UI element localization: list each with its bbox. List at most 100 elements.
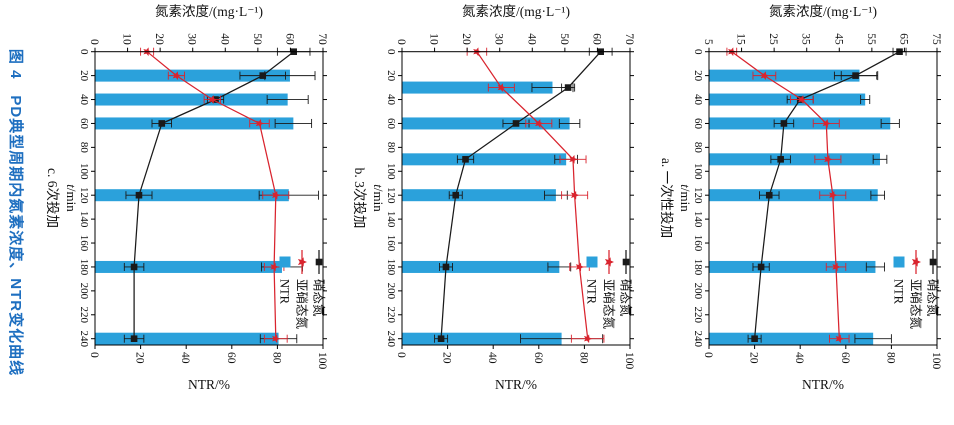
time-tick-label: 180	[78, 259, 90, 276]
legend-label: 亚硝态氮	[295, 279, 310, 330]
axes-box	[401, 51, 631, 346]
time-tick-label: 160	[692, 235, 704, 252]
conc-tick-label: 40	[525, 33, 537, 45]
nitrate-marker	[437, 335, 445, 342]
ntr-tick-label: 40	[179, 352, 191, 364]
ntr-tick-label: 100	[930, 352, 942, 370]
ntr-bar	[402, 117, 570, 130]
conc-axis-title: 氮素浓度/(mg·L⁻¹)	[155, 4, 263, 19]
conc-tick-label: 10	[428, 33, 440, 45]
time-tick-label: 220	[385, 307, 397, 324]
ntr-tick-label: 40	[486, 352, 498, 364]
time-tick-label: 180	[385, 259, 397, 276]
time-tick-label: 80	[78, 142, 90, 154]
ntr-bar	[94, 260, 282, 273]
time-tick-label: 80	[385, 142, 397, 154]
conc-tick-label: 25	[767, 33, 779, 45]
ntr-bars	[401, 81, 604, 345]
axes-box	[94, 51, 324, 346]
panel-label: a. 一次性投加	[659, 158, 674, 238]
nitrite-marker	[829, 190, 838, 200]
legend-label: NTR	[278, 279, 292, 305]
conc-tick-label: 45	[832, 33, 844, 45]
conc-tick-label: 60	[283, 33, 295, 45]
legend-ntr-swatch	[893, 256, 905, 268]
ntr-axis-title: NTR/%	[188, 377, 230, 392]
conc-tick-label: 70	[316, 33, 328, 45]
time-tick-label: 160	[78, 235, 90, 252]
nitrite-marker	[272, 334, 281, 344]
conc-tick-label: 30	[186, 33, 198, 45]
time-tick-label: 240	[78, 330, 90, 347]
conc-axis-title: 氮素浓度/(mg·L⁻¹)	[769, 4, 877, 19]
ntr-tick-label: 60	[839, 352, 851, 364]
nitrite-marker	[824, 154, 833, 164]
conc-axis-title: 氮素浓度/(mg·L⁻¹)	[462, 4, 570, 19]
tick-labels: 5 15 25 35 45 55 65 75 0 20 40 60 80 100 120 140 160 180 2…	[692, 33, 942, 369]
legend-label: NTR	[892, 279, 906, 305]
legend-nitrate-marker	[929, 258, 937, 266]
time-tick-label: 200	[385, 283, 397, 300]
ntr-tick-label: 100	[623, 352, 635, 370]
tick-labels: 0 10 20 30 40 50 60 70 0 20 40 60 80 100 120 140 160 180 2…	[385, 33, 635, 369]
ntr-bar	[402, 81, 553, 94]
time-axis-title: t/min	[64, 184, 79, 212]
time-tick-label: 60	[78, 118, 90, 130]
nitrite-marker	[575, 262, 585, 272]
ntr-axis-title: NTR/%	[495, 377, 537, 392]
time-tick-label: 200	[78, 283, 90, 300]
ntr-tick-label: 0	[702, 352, 714, 358]
ntr-bar	[95, 332, 279, 345]
time-tick-label: 220	[78, 307, 90, 324]
time-tick-label: 140	[385, 211, 397, 228]
ntr-bar	[709, 260, 876, 273]
nitrite-marker	[832, 262, 841, 272]
ntr-tick-label: 100	[316, 352, 328, 370]
nitrite-marker	[272, 190, 281, 200]
nitrite-series	[726, 47, 850, 344]
ntr-tick-label: 20	[134, 352, 146, 364]
nitrate-marker	[780, 120, 788, 127]
conc-tick-label: 0	[88, 39, 100, 45]
conc-tick-label: 15	[735, 33, 747, 45]
nitrite-marker	[570, 190, 580, 200]
time-tick-label: 20	[78, 70, 90, 82]
nitrite-marker	[208, 95, 217, 104]
nitrate-marker	[757, 263, 765, 271]
conc-tick-label: 20	[153, 33, 165, 45]
ntr-tick-label: 40	[793, 352, 805, 364]
legend-label: NTR	[585, 279, 599, 305]
nitrate-marker	[512, 120, 520, 127]
time-tick-label: 40	[692, 94, 704, 106]
nitrite-marker	[760, 71, 769, 80]
time-tick-label: 100	[692, 163, 704, 180]
ntr-tick-label: 80	[577, 352, 589, 364]
axes-box	[708, 51, 938, 346]
time-tick-label: 100	[78, 163, 90, 180]
ntr-tick-label: 20	[441, 352, 453, 364]
conc-tick-label: 50	[251, 33, 263, 45]
nitrate-marker	[135, 191, 143, 199]
ntr-bar	[402, 153, 567, 166]
nitrate-marker	[765, 191, 773, 199]
time-tick-label: 220	[692, 307, 704, 324]
ntr-bar	[709, 153, 880, 166]
tick-labels: 0 10 20 30 40 50 60 70 0 20 40 60 80 100 120 140 160 180 2…	[78, 33, 328, 369]
conc-tick-label: 10	[121, 33, 133, 45]
time-tick-label: 20	[385, 70, 397, 82]
conc-tick-label: 5	[702, 39, 714, 45]
ntr-bars	[709, 69, 900, 345]
conc-tick-label: 40	[218, 33, 230, 45]
time-tick-label: 100	[385, 163, 397, 180]
time-tick-label: 120	[692, 187, 704, 204]
time-tick-label: 0	[692, 49, 704, 55]
conc-tick-label: 50	[558, 33, 570, 45]
time-tick-label: 40	[385, 94, 397, 106]
ntr-bar	[94, 93, 288, 106]
nitrate-marker	[130, 335, 138, 342]
conc-tick-label: 65	[897, 33, 909, 45]
nitrate-marker	[751, 335, 758, 342]
time-tick-label: 120	[78, 187, 90, 204]
